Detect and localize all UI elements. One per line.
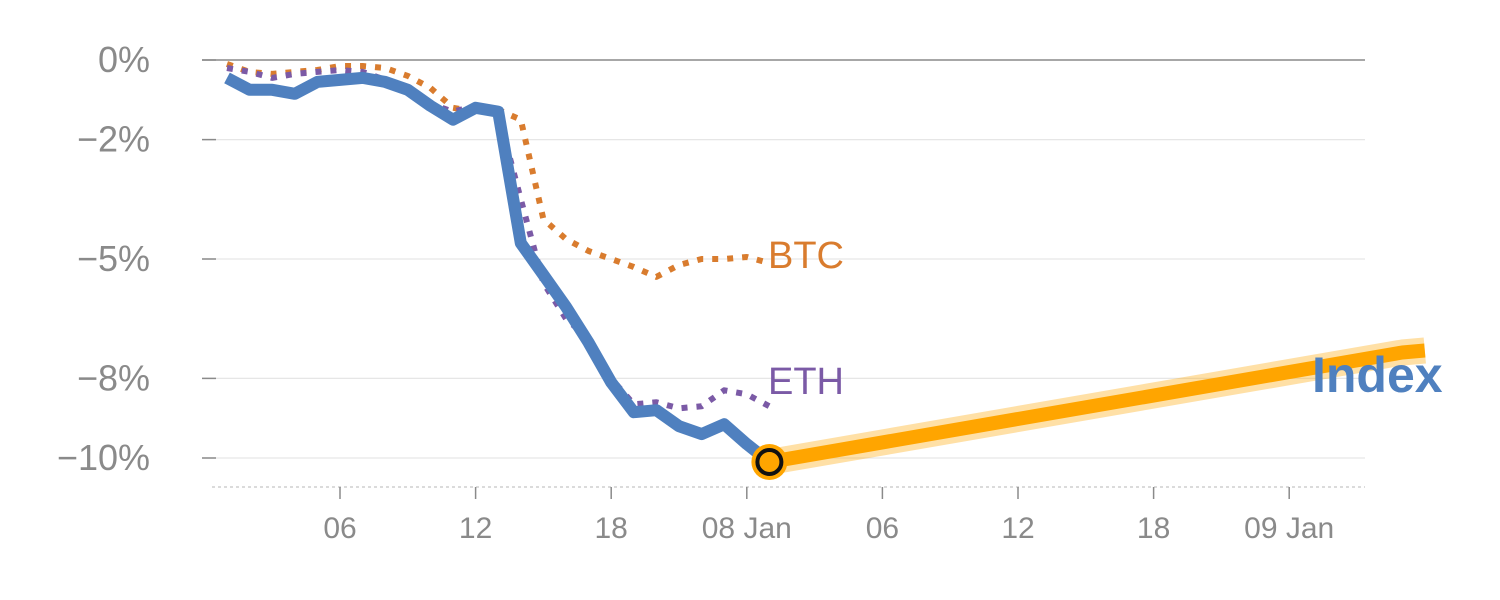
series-label-btc: BTC [768,235,844,277]
series-line-btc [226,61,771,280]
x-tick-label: 06 [323,512,356,545]
y-tick-label: −10% [57,437,150,478]
x-tick-label: 18 [1137,512,1170,545]
x-tick-label: 12 [1001,512,1034,545]
current-point [755,447,784,476]
x-tick-label: 12 [459,512,492,545]
series-label-eth: ETH [768,361,844,403]
series-labels: BTC ETH Index [768,235,1443,403]
y-tick-label: −5% [77,238,150,279]
y-axis-ticks: 0% −2% −5% −8% −10% [57,39,150,478]
y-tick-label: 0% [98,39,150,80]
series-line-index-projection [768,343,1426,469]
y-tick-label: −8% [77,357,150,398]
y-tick-label: −2% [77,119,150,160]
x-tick-label: 09 Jan [1244,512,1334,545]
series-line-eth [226,65,771,412]
series-lines [224,61,1426,475]
series-label-index: Index [1312,347,1443,403]
x-tick-label: 06 [866,512,899,545]
x-tick-label: 18 [595,512,628,545]
x-tick-label: 08 Jan [702,512,792,545]
series-line-index [224,71,774,467]
current-point-marker [751,443,788,480]
x-axis-ticks: 06 12 18 08 Jan 06 12 18 09 Jan [323,487,1334,545]
